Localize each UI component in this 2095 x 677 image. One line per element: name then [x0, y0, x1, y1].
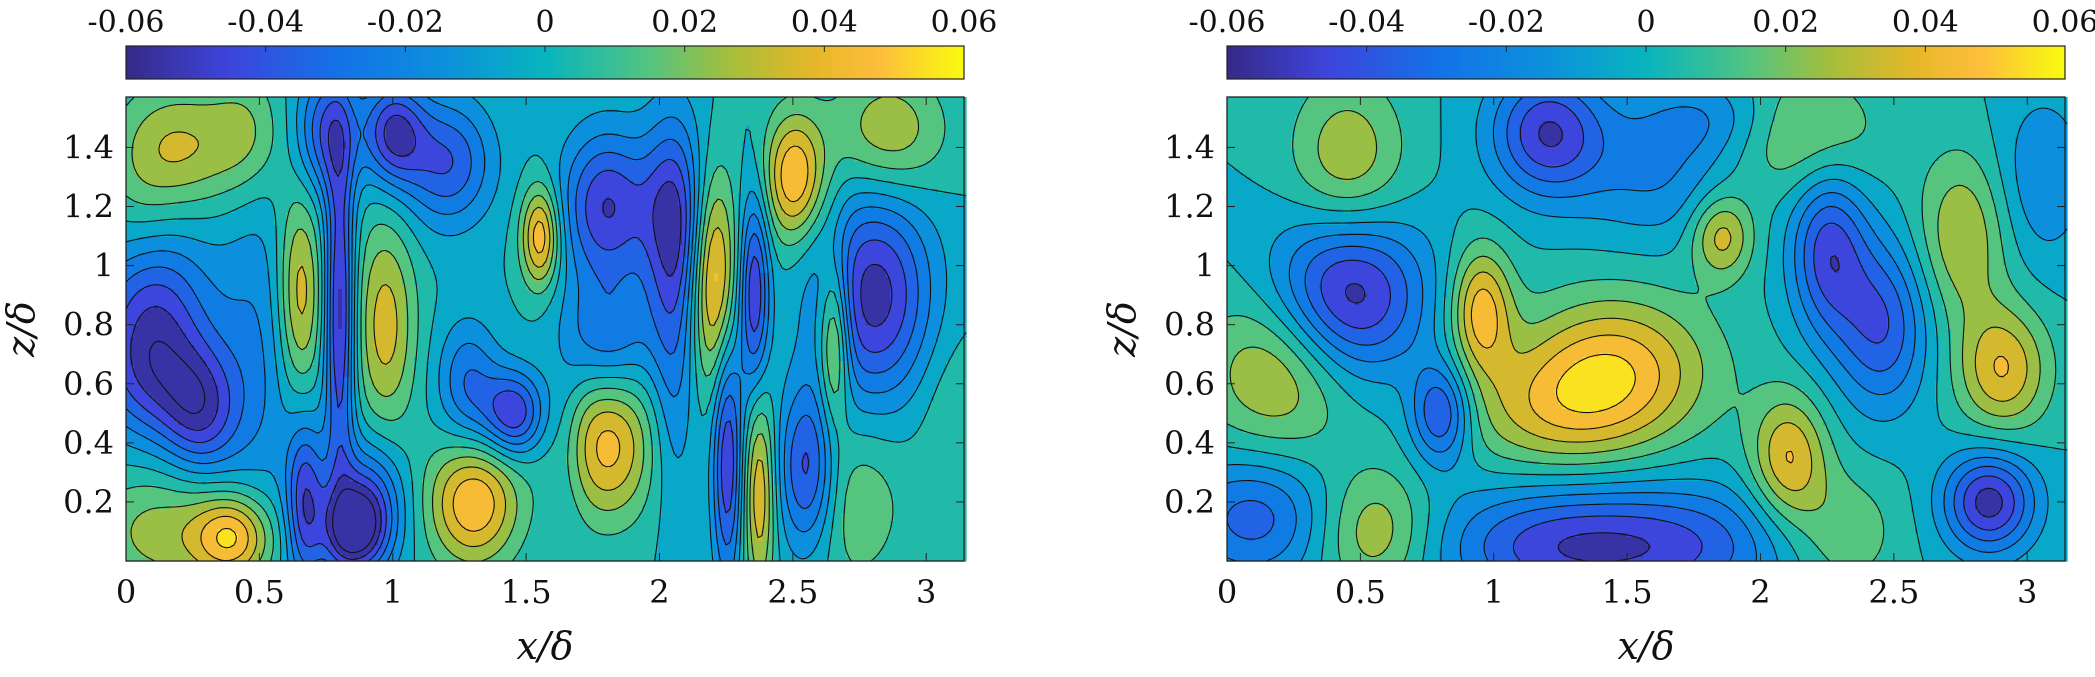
contour-line: [1463, 227, 2028, 492]
y-tick-label: 0.8: [63, 306, 114, 344]
contour-line: [1470, 288, 2009, 464]
y-tick-label: 1: [94, 247, 114, 285]
x-tick-label: 1.5: [1602, 573, 1653, 611]
contour-field: [1227, 97, 2068, 562]
colorbar-tick-label: 0: [535, 5, 554, 40]
x-tick-label: 2.5: [1868, 573, 1919, 611]
x-tick-label: 3: [916, 573, 936, 611]
x-tick-label: 0: [1217, 573, 1237, 611]
contour-line: [1320, 101, 2015, 562]
contour-line: [125, 96, 919, 562]
x-tick-label: 3: [2017, 573, 2037, 611]
contour-line: [125, 96, 946, 562]
colorbar-tick-label: 0.06: [2032, 5, 2095, 40]
contour-line: [1226, 96, 2025, 562]
left-panel: -0.06 -0.04 -0.02 0 0.02 0.04 0.06 0 0.5 1 1.5 2 2.5…: [0, 5, 997, 668]
x-axis-label: x/δ: [516, 624, 573, 668]
x-tick-label: 0.5: [1335, 573, 1386, 611]
x-tick-label: 0: [116, 573, 136, 611]
contour-line: [1226, 96, 2057, 562]
contour-line: [1229, 109, 2041, 558]
contour-line: [1555, 353, 1636, 414]
y-axis-label: z/δ: [1100, 301, 1144, 358]
right-panel: -0.06 -0.04 -0.02 0 0.02 0.04 0.06 0 0.5 1 1.5 2 2.5…: [1100, 5, 2095, 668]
y-tick-label: 0.6: [1164, 365, 1215, 403]
y-tick-label: 1.4: [63, 128, 114, 166]
contour-line: [1226, 96, 2068, 562]
x-tick-label: 0.5: [234, 573, 285, 611]
colorbar-tick-label: 0.04: [791, 5, 858, 40]
x-tick-label: 2: [649, 573, 669, 611]
contour-line: [125, 100, 907, 562]
colorbar-tick-label: -0.06: [88, 5, 165, 40]
contour-line: [216, 527, 237, 549]
y-tick-label: 0.8: [1164, 306, 1215, 344]
colorbar-tick-label: 0: [1636, 5, 1655, 40]
y-tick-label: 0.2: [1164, 483, 1215, 521]
x-tick-label: 1: [1484, 573, 1504, 611]
y-tick-label: 1: [1195, 247, 1215, 285]
contour-line: [125, 96, 967, 562]
contour-line: [1345, 121, 2003, 562]
contour-line: [125, 96, 932, 562]
colorbar-tick-label: -0.04: [1328, 5, 1405, 40]
plot-frame: [125, 96, 965, 562]
x-tick-label: 2.5: [767, 573, 818, 611]
y-tick-label: 1.2: [1164, 188, 1215, 226]
y-tick-label: 1.4: [1164, 128, 1215, 166]
x-tick-label: 2: [1750, 573, 1770, 611]
y-tick-label: 0.2: [63, 483, 114, 521]
contour-line: [1226, 96, 2068, 562]
y-axis-label: z/δ: [0, 301, 43, 358]
x-axis-label: x/δ: [1617, 624, 1674, 668]
colorbar-tick-label: 0.06: [931, 5, 998, 40]
colorbar-tick-label: -0.02: [367, 5, 444, 40]
x-tick-label: 1.5: [501, 573, 552, 611]
colorbar-tick-label: -0.06: [1189, 5, 1266, 40]
colorbar-tick-label: 0.04: [1892, 5, 1959, 40]
y-tick-label: 0.6: [63, 365, 114, 403]
plot-frame: [1226, 96, 2066, 562]
contour-line: [130, 114, 893, 560]
y-tick-label: 0.4: [63, 424, 114, 462]
colorbar-tick-label: -0.02: [1468, 5, 1545, 40]
colorbar-tick-label: 0.02: [651, 5, 718, 40]
colorbar-tick-label: 0.02: [1752, 5, 1819, 40]
y-tick-label: 0.4: [1164, 424, 1215, 462]
contour-line: [148, 340, 377, 554]
contour-line: [125, 96, 948, 562]
colorbar-tick-label: -0.04: [227, 5, 304, 40]
contour-line: [200, 145, 809, 562]
contour-line: [130, 96, 920, 562]
x-tick-label: 1: [383, 573, 403, 611]
contour-line: [158, 129, 817, 562]
contour-line: [1226, 96, 2035, 562]
y-tick-label: 1.2: [63, 188, 114, 226]
